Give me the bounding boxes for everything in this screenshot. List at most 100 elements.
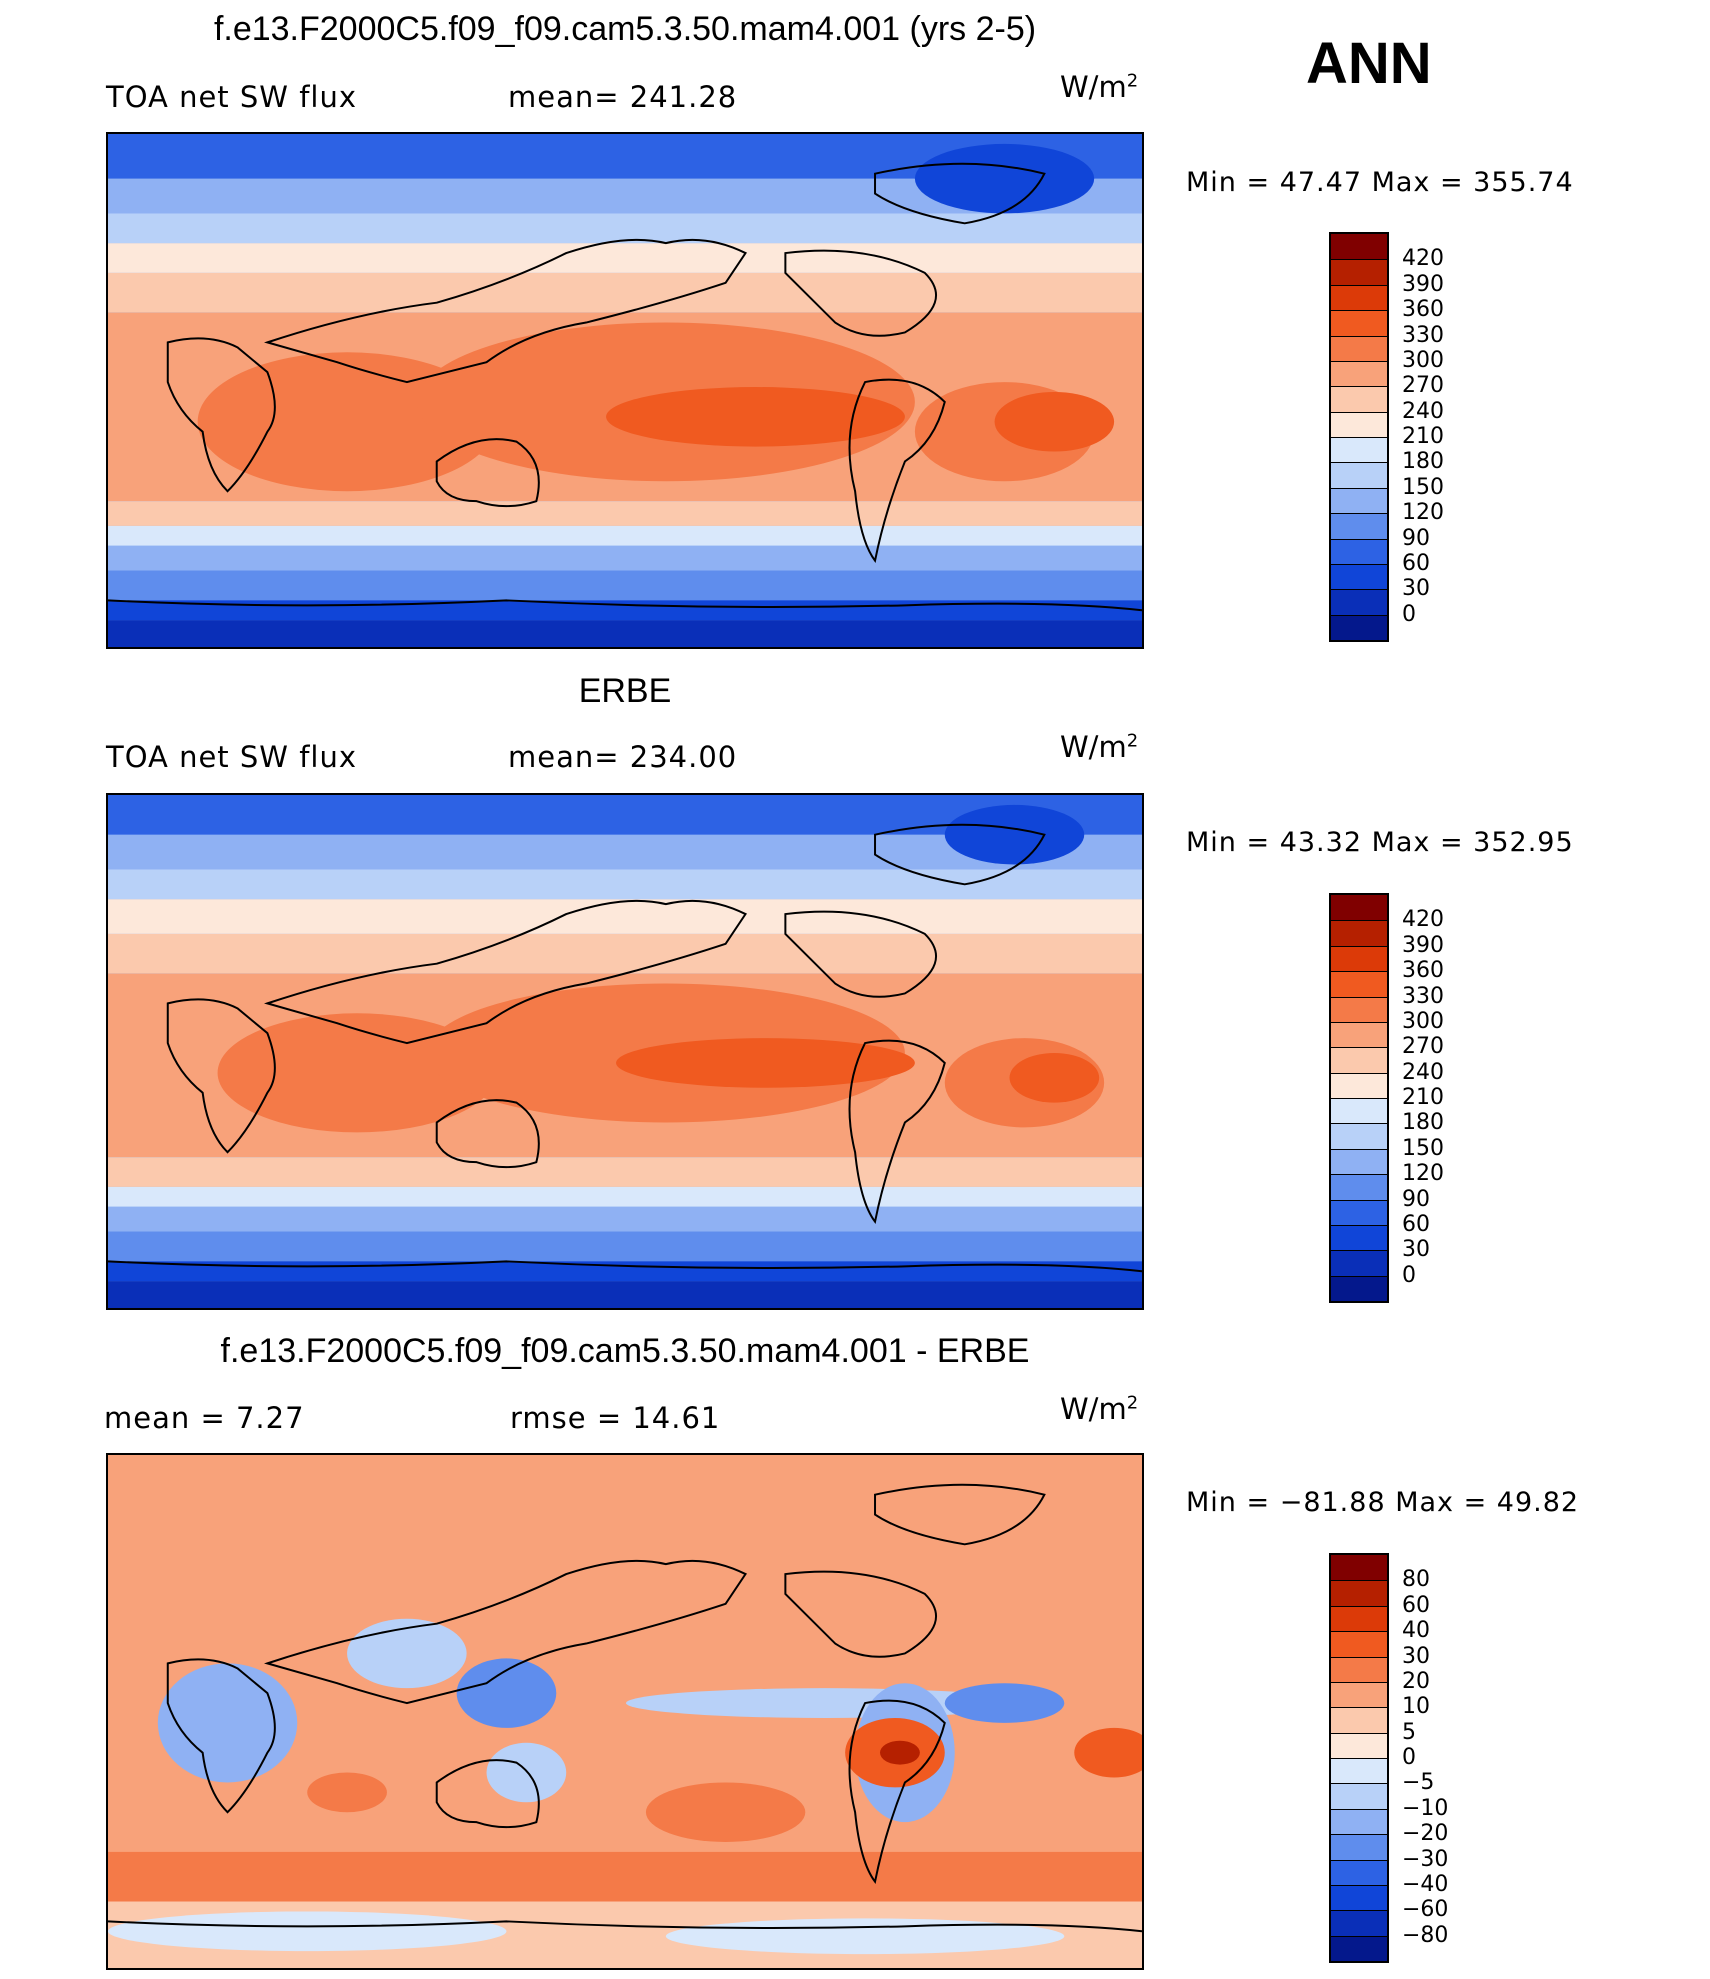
colorbar-segment (1331, 437, 1387, 463)
colorbar-tick-label: 60 (1402, 1592, 1430, 1618)
colorbar-tick-label: 300 (1402, 1008, 1444, 1034)
panel2-mean-label: mean= 234.00 (508, 740, 738, 774)
panel1-title: f.e13.F2000C5.f09_f09.cam5.3.50.mam4.001… (213, 10, 1037, 48)
colorbar-segment (1331, 971, 1387, 997)
colorbar-segment (1331, 614, 1387, 640)
colorbar-tick-label: 30 (1402, 576, 1430, 602)
colorbar-segment (1331, 895, 1387, 921)
colorbar-segment (1331, 360, 1387, 387)
colorbar-segment (1331, 310, 1387, 336)
colorbar-tick-label: 360 (1402, 958, 1444, 984)
colorbar-tick-label: 270 (1402, 1034, 1444, 1060)
colorbar-segment (1331, 1555, 1387, 1581)
colorbar-segment (1331, 1605, 1387, 1632)
colorbar-tick-label: 5 (1402, 1719, 1416, 1745)
colorbar-tick-label: 0 (1402, 601, 1416, 627)
colorbar-segment (1331, 1250, 1387, 1276)
panel2-colorbar (1329, 893, 1389, 1303)
colorbar-segment (1331, 945, 1387, 972)
colorbar-tick-label: 150 (1402, 474, 1444, 500)
panel1-mean-label: mean= 241.28 (508, 80, 738, 114)
panel1-colorbar (1329, 232, 1389, 642)
colorbar-tick-label: 120 (1402, 500, 1444, 526)
colorbar-tick-label: 180 (1402, 449, 1444, 475)
colorbar-tick-label: −30 (1402, 1846, 1449, 1872)
colorbar-segment (1331, 1758, 1387, 1784)
colorbar-tick-label: −40 (1402, 1871, 1449, 1897)
panel3-rmse-label: rmse = 14.61 (510, 1401, 721, 1435)
colorbar-tick-label: 390 (1402, 271, 1444, 297)
panel2-map (106, 793, 1144, 1310)
colorbar-segment (1331, 462, 1387, 488)
colorbar-tick-label: −80 (1402, 1922, 1449, 1948)
colorbar-segment (1331, 1275, 1387, 1301)
colorbar-tick-label: 420 (1402, 246, 1444, 272)
colorbar-tick-label: 240 (1402, 1059, 1444, 1085)
colorbar-segment (1331, 1123, 1387, 1149)
panel2-field-svg (108, 795, 1142, 1308)
colorbar-segment (1331, 284, 1387, 311)
colorbar-segment (1331, 386, 1387, 412)
colorbar-tick-label: 240 (1402, 398, 1444, 424)
colorbar-segment (1331, 1910, 1387, 1936)
colorbar-segment (1331, 1808, 1387, 1835)
colorbar-segment (1331, 1199, 1387, 1225)
colorbar-tick-label: 0 (1402, 1262, 1416, 1288)
colorbar-segment (1331, 1021, 1387, 1048)
colorbar-segment (1331, 1834, 1387, 1860)
colorbar-segment (1331, 1884, 1387, 1911)
colorbar-tick-label: 60 (1402, 550, 1430, 576)
colorbar-tick-label: 360 (1402, 297, 1444, 323)
panel2-unit-label: W/m2 (1060, 730, 1139, 764)
colorbar-segment (1331, 1859, 1387, 1885)
colorbar-tick-label: 330 (1402, 322, 1444, 348)
colorbar-segment (1331, 335, 1387, 361)
panel3-map (106, 1453, 1144, 1970)
colorbar-segment (1331, 487, 1387, 514)
panel3-minmax: Min = −81.88 Max = 49.82 (1186, 1487, 1580, 1518)
colorbar-tick-label: 120 (1402, 1161, 1444, 1187)
panel1-unit-label: W/m2 (1060, 70, 1139, 104)
colorbar-tick-label: 420 (1402, 907, 1444, 933)
colorbar-tick-label: 30 (1402, 1237, 1430, 1263)
panel1-minmax: Min = 47.47 Max = 355.74 (1186, 167, 1574, 198)
colorbar-tick-label: −20 (1402, 1821, 1449, 1847)
colorbar-segment (1331, 920, 1387, 946)
colorbar-segment (1331, 996, 1387, 1022)
colorbar-tick-label: 180 (1402, 1110, 1444, 1136)
colorbar-tick-label: 40 (1402, 1618, 1430, 1644)
colorbar-tick-label: 330 (1402, 983, 1444, 1009)
colorbar-tick-label: 300 (1402, 347, 1444, 373)
colorbar-segment (1331, 411, 1387, 437)
colorbar-tick-label: 90 (1402, 1186, 1430, 1212)
colorbar-segment (1331, 1631, 1387, 1657)
colorbar-tick-label: −10 (1402, 1795, 1449, 1821)
colorbar-segment (1331, 1072, 1387, 1098)
colorbar-tick-label: 0 (1402, 1745, 1416, 1770)
colorbar-tick-label: −5 (1402, 1770, 1435, 1796)
panel1-variable-label: TOA net SW flux (106, 80, 358, 114)
colorbar-segment (1331, 1148, 1387, 1175)
colorbar-segment (1331, 1732, 1387, 1758)
colorbar-tick-label: 210 (1402, 424, 1444, 449)
panel3-title: f.e13.F2000C5.f09_f09.cam5.3.50.mam4.001… (220, 1332, 1030, 1370)
colorbar-segment (1331, 259, 1387, 285)
colorbar-tick-label: 150 (1402, 1135, 1444, 1161)
colorbar-tick-label: 390 (1402, 932, 1444, 958)
colorbar-segment (1331, 1681, 1387, 1708)
panel3-field-svg (108, 1455, 1142, 1968)
colorbar-segment (1331, 1656, 1387, 1682)
colorbar-segment (1331, 1098, 1387, 1124)
colorbar-tick-label: 60 (1402, 1211, 1430, 1237)
colorbar-segment (1331, 513, 1387, 539)
colorbar-tick-label: −60 (1402, 1897, 1449, 1923)
colorbar-tick-label: 210 (1402, 1085, 1444, 1110)
colorbar-tick-label: 20 (1402, 1668, 1430, 1694)
panel2-variable-label: TOA net SW flux (106, 740, 358, 774)
colorbar-segment (1331, 1707, 1387, 1733)
panel1-map (106, 132, 1144, 649)
panel3-colorbar (1329, 1553, 1389, 1963)
colorbar-segment (1331, 1174, 1387, 1200)
colorbar-segment (1331, 234, 1387, 260)
panel2-title: ERBE (578, 672, 672, 710)
